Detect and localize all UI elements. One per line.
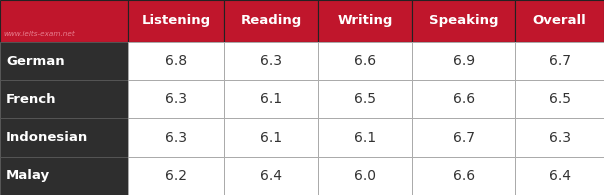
Text: 6.6: 6.6 bbox=[452, 169, 475, 183]
Text: 6.7: 6.7 bbox=[548, 54, 571, 68]
Bar bbox=[318, 80, 412, 118]
Text: 6.3: 6.3 bbox=[260, 54, 282, 68]
Bar bbox=[515, 0, 604, 42]
Text: 6.6: 6.6 bbox=[354, 54, 376, 68]
Bar bbox=[515, 42, 604, 80]
Text: 6.2: 6.2 bbox=[165, 169, 187, 183]
Text: Listening: Listening bbox=[141, 14, 210, 27]
Bar bbox=[318, 118, 412, 157]
Text: 6.4: 6.4 bbox=[548, 169, 571, 183]
Text: 6.3: 6.3 bbox=[165, 131, 187, 145]
Bar bbox=[0, 157, 127, 195]
Bar bbox=[0, 42, 127, 80]
Text: Indonesian: Indonesian bbox=[6, 131, 88, 144]
Bar bbox=[515, 80, 604, 118]
Bar bbox=[224, 118, 318, 157]
Bar bbox=[0, 0, 127, 42]
Bar bbox=[0, 118, 127, 157]
Text: Malay: Malay bbox=[6, 169, 50, 182]
Bar bbox=[412, 80, 515, 118]
Text: Reading: Reading bbox=[240, 14, 302, 27]
Bar bbox=[224, 80, 318, 118]
Bar bbox=[127, 80, 224, 118]
Bar bbox=[127, 42, 224, 80]
Bar bbox=[0, 80, 127, 118]
Text: Writing: Writing bbox=[338, 14, 393, 27]
Bar bbox=[318, 157, 412, 195]
Bar bbox=[318, 42, 412, 80]
Bar bbox=[224, 42, 318, 80]
Bar bbox=[412, 0, 515, 42]
Text: 6.9: 6.9 bbox=[452, 54, 475, 68]
Text: 6.1: 6.1 bbox=[260, 92, 282, 106]
Bar bbox=[412, 118, 515, 157]
Text: 6.3: 6.3 bbox=[548, 131, 571, 145]
Bar bbox=[412, 157, 515, 195]
Text: 6.5: 6.5 bbox=[354, 92, 376, 106]
Text: 6.0: 6.0 bbox=[354, 169, 376, 183]
Text: Speaking: Speaking bbox=[429, 14, 498, 27]
Bar bbox=[412, 42, 515, 80]
Text: www.ielts-exam.net: www.ielts-exam.net bbox=[3, 31, 75, 37]
Text: 6.4: 6.4 bbox=[260, 169, 282, 183]
Text: 6.3: 6.3 bbox=[165, 92, 187, 106]
Text: 6.7: 6.7 bbox=[453, 131, 475, 145]
Bar bbox=[515, 157, 604, 195]
Text: 6.1: 6.1 bbox=[260, 131, 282, 145]
Text: 6.6: 6.6 bbox=[452, 92, 475, 106]
Bar bbox=[127, 157, 224, 195]
Text: 6.1: 6.1 bbox=[354, 131, 376, 145]
Text: 6.5: 6.5 bbox=[548, 92, 571, 106]
Text: Overall: Overall bbox=[533, 14, 586, 27]
Bar bbox=[318, 0, 412, 42]
Bar bbox=[127, 0, 224, 42]
Text: German: German bbox=[6, 55, 65, 67]
Bar bbox=[127, 118, 224, 157]
Text: French: French bbox=[6, 93, 57, 106]
Bar bbox=[515, 118, 604, 157]
Bar bbox=[224, 0, 318, 42]
Text: 6.8: 6.8 bbox=[165, 54, 187, 68]
Bar bbox=[224, 157, 318, 195]
